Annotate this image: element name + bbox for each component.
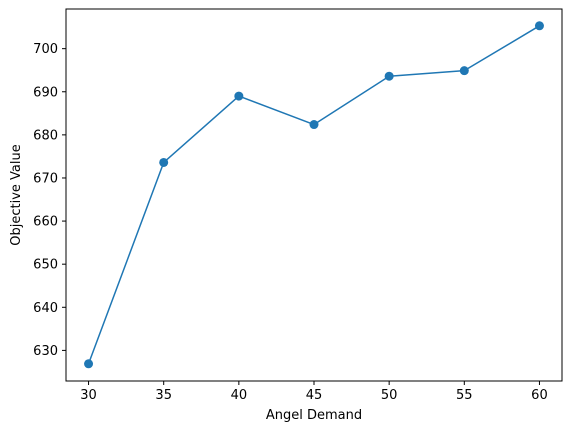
y-tick-label: 660 xyxy=(33,215,58,230)
y-axis-ticks: 630 640 650 660 670 680 690 700 xyxy=(33,42,66,359)
x-axis-ticks: 30 35 40 45 50 55 60 xyxy=(80,381,548,403)
plot-layer xyxy=(84,21,544,369)
series-line xyxy=(87,25,541,365)
y-tick-label: 680 xyxy=(33,128,58,143)
y-tick-label: 650 xyxy=(33,258,58,273)
x-tick-label: 35 xyxy=(155,388,172,403)
data-point-60 xyxy=(534,21,544,31)
x-axis-label: Angel Demand xyxy=(266,408,362,423)
data-point-50 xyxy=(384,71,394,81)
x-tick-label: 45 xyxy=(306,388,323,403)
x-tick-label: 30 xyxy=(80,388,97,403)
data-point-40 xyxy=(234,91,244,101)
data-point-35 xyxy=(159,157,169,167)
x-tick-label: 50 xyxy=(381,388,398,403)
data-point-45 xyxy=(309,120,319,130)
x-tick-label: 55 xyxy=(456,388,473,403)
y-tick-label: 700 xyxy=(33,42,58,57)
y-tick-label: 640 xyxy=(33,301,58,316)
x-tick-label: 60 xyxy=(531,388,548,403)
x-tick-label: 40 xyxy=(231,388,248,403)
data-point-30 xyxy=(84,359,94,369)
plot-area-frame xyxy=(65,8,563,382)
y-tick-label: 630 xyxy=(33,344,58,359)
y-axis-label: Objective Value xyxy=(9,144,24,245)
y-tick-label: 690 xyxy=(33,85,58,100)
y-tick-label: 670 xyxy=(33,171,58,186)
data-point-55 xyxy=(459,66,469,76)
